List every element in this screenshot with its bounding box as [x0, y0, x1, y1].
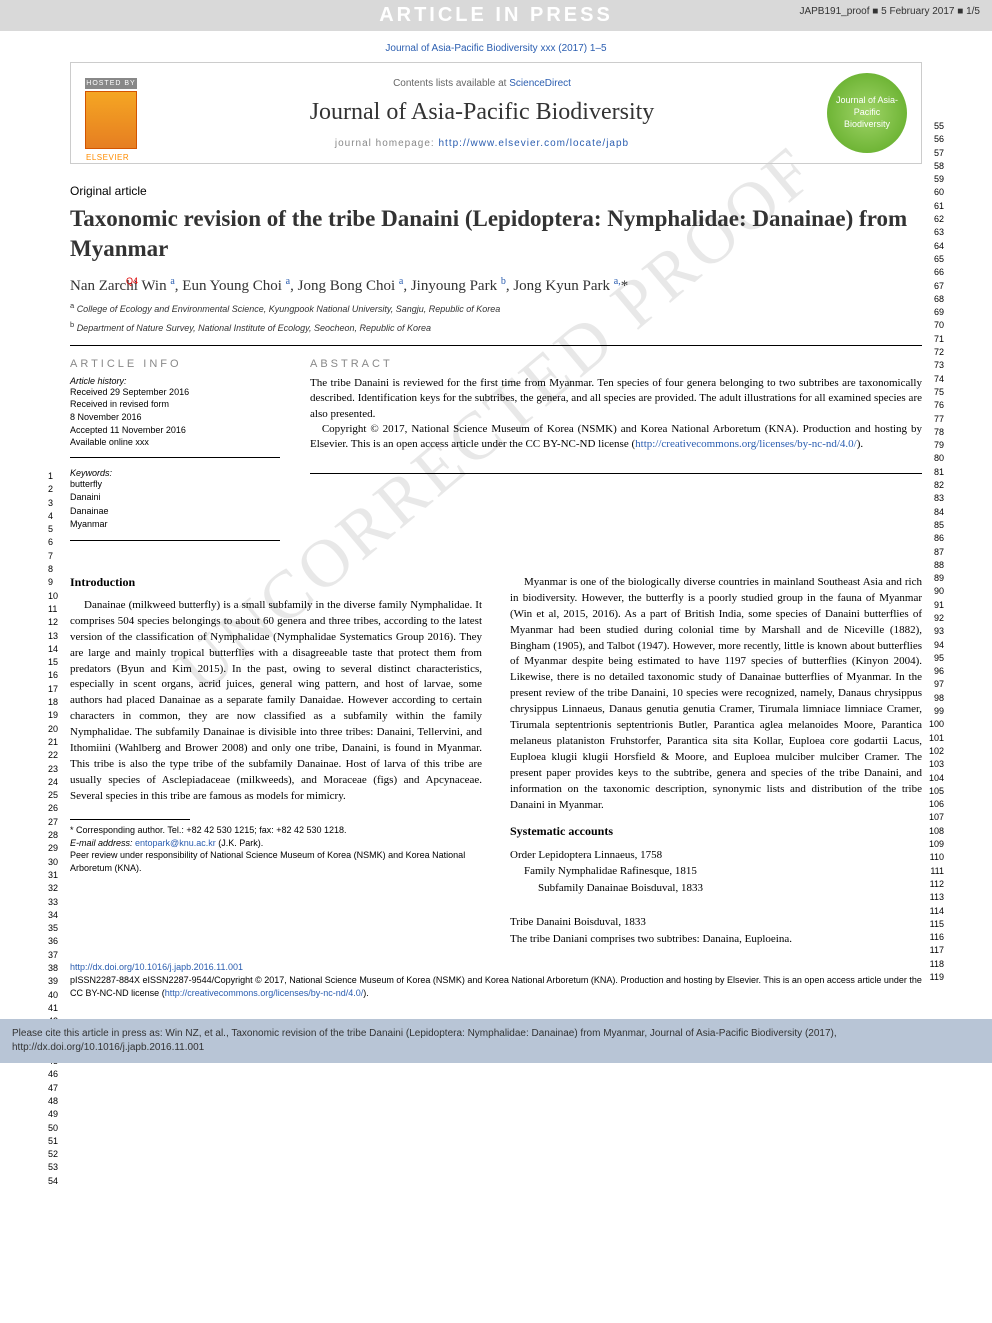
history-label: Article history: [70, 376, 280, 386]
keyword: Danaini [70, 491, 280, 505]
history-accepted: Accepted 11 November 2016 [70, 424, 280, 437]
hosted-by-label: HOSTED BY [85, 78, 137, 89]
tribe-text: The tribe Daniani comprises two subtribe… [510, 931, 922, 948]
journal-reference: Journal of Asia-Pacific Biodiversity xxx… [70, 43, 922, 54]
email-footnote: E-mail address: entopark@knu.ac.kr (J.K.… [70, 837, 482, 850]
abstract-text: The tribe Danaini is reviewed for the fi… [310, 376, 922, 453]
journal-header: HOSTED BY Contents lists available at Sc… [70, 62, 922, 164]
homepage-link[interactable]: http://www.elsevier.com/locate/japb [438, 138, 629, 149]
affiliation-b: b Department of Nature Survey, National … [70, 320, 922, 333]
homepage-line: journal homepage: http://www.elsevier.co… [151, 138, 813, 149]
abstract-column: ABSTRACT The tribe Danaini is reviewed f… [310, 358, 922, 551]
issn-copyright: pISSN2287-884X eISSN2287-9544/Copyright … [70, 974, 922, 999]
banner-text: ARTICLE IN PRESS [379, 4, 613, 26]
article-type: Original article [70, 184, 922, 198]
license-link[interactable]: http://creativecommons.org/licenses/by-n… [635, 438, 857, 450]
proof-tag: JAPB191_proof ■ 5 February 2017 ■ 1/5 [799, 6, 980, 17]
intro-heading: Introduction [70, 575, 482, 590]
sys-subfamily: Subfamily Danainae Boisduval, 1833 [510, 880, 922, 897]
article-title: Taxonomic revision of the tribe Danaini … [70, 204, 922, 264]
info-heading: ARTICLE INFO [70, 358, 280, 370]
keyword: Danainae [70, 505, 280, 519]
sys-order: Order Lepidoptera Linnaeus, 1758 [510, 847, 922, 864]
article-in-press-banner: ARTICLE IN PRESS JAPB191_proof ■ 5 Febru… [0, 0, 992, 31]
hosted-by-block: HOSTED BY [85, 78, 137, 149]
history-revised-date: 8 November 2016 [70, 411, 280, 424]
doi-link[interactable]: http://dx.doi.org/10.1016/j.japb.2016.11… [70, 962, 243, 972]
divider [70, 345, 922, 346]
authors: Nan Zarchi Win a, Eun Young Choi a, Jong… [70, 276, 922, 295]
q4-marker: Q4 [126, 276, 138, 286]
intro-para-2: Myanmar is one of the biologically diver… [510, 575, 922, 814]
license-link-bottom[interactable]: http://creativecommons.org/licenses/by-n… [165, 988, 364, 998]
systematic-accounts: Systematic accounts Order Lepidoptera Li… [510, 824, 922, 948]
divider [310, 473, 922, 474]
header-center: Contents lists available at ScienceDirec… [151, 78, 813, 149]
history-revised: Received in revised form [70, 398, 280, 411]
peer-review: Peer review under responsibility of Nati… [70, 849, 482, 874]
keywords-label: Keywords: [70, 468, 280, 478]
tribe-heading: Tribe Danaini Boisduval, 1833 [510, 914, 922, 931]
corresponding-author: * Corresponding author. Tel.: +82 42 530… [70, 824, 482, 837]
affiliation-a: a College of Ecology and Environmental S… [70, 301, 922, 314]
citation-box: Please cite this article in press as: Wi… [0, 1019, 992, 1063]
history-received: Received 29 September 2016 [70, 386, 280, 399]
sys-family: Family Nymphalidae Rafinesque, 1815 [510, 863, 922, 880]
journal-name: Journal of Asia-Pacific Biodiversity [151, 99, 813, 126]
journal-badge-icon: Journal of Asia-Pacific Biodiversity [827, 73, 907, 153]
intro-para-1: Danainae (milkweed butterfly) is a small… [70, 598, 482, 805]
keyword: Myanmar [70, 518, 280, 532]
body-columns: Introduction Danainae (milkweed butterfl… [70, 575, 922, 948]
systematic-heading: Systematic accounts [510, 824, 922, 839]
bottom-metadata: http://dx.doi.org/10.1016/j.japb.2016.11… [70, 961, 922, 999]
contents-line: Contents lists available at ScienceDirec… [151, 78, 813, 89]
email-link[interactable]: entopark@knu.ac.kr [135, 838, 216, 848]
keyword: butterfly [70, 478, 280, 492]
article-info-column: ARTICLE INFO Article history: Received 2… [70, 358, 280, 551]
history-online: Available online xxx [70, 436, 280, 449]
elsevier-logo [85, 91, 137, 149]
abstract-heading: ABSTRACT [310, 358, 922, 370]
footnote-separator [70, 819, 190, 820]
sciencedirect-link[interactable]: ScienceDirect [509, 78, 571, 89]
